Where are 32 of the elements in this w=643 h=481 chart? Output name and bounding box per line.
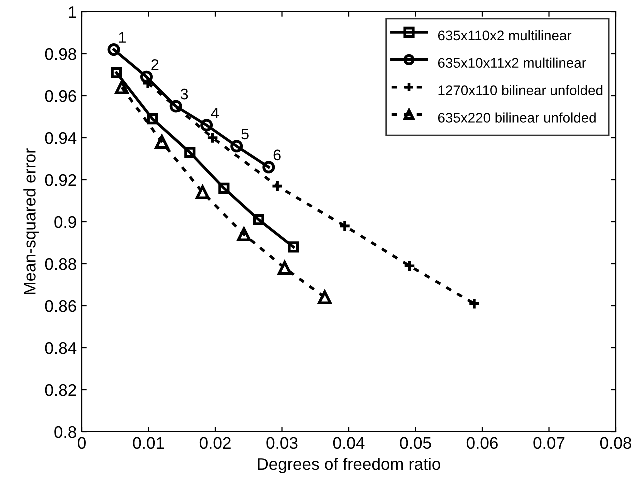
x-tick-label: 0.05 xyxy=(400,437,432,450)
x-tick-label: 0.06 xyxy=(466,437,498,450)
x-tick-label: 0.04 xyxy=(333,437,365,450)
legend-label: 635x110x2 multilinear xyxy=(438,30,572,41)
x-tick-label: 0.03 xyxy=(266,437,298,450)
x-tick-label: 0 xyxy=(78,437,86,450)
legend-label: 1270x110 bilinear unfolded xyxy=(438,85,603,96)
y-tick-label: 0.82 xyxy=(45,384,76,396)
x-axis-title: Degrees of freedom ratio xyxy=(258,458,440,474)
legend-label: 635x10x11x2 multilinear xyxy=(438,58,586,68)
x-tick-label: 0.07 xyxy=(534,437,565,450)
y-tick-label: 0.86 xyxy=(45,300,76,312)
annotation: 6 xyxy=(274,150,281,161)
annotation: 4 xyxy=(211,108,220,118)
y-tick-label: 0.8 xyxy=(54,426,76,438)
y-tick-label: 0.94 xyxy=(45,132,77,144)
x-tick-label: 0.02 xyxy=(200,437,231,450)
y-tick-label: 1 xyxy=(69,6,76,18)
y-tick-label: 0.96 xyxy=(45,90,76,102)
y-axis-title: Mean-squared error xyxy=(24,148,40,294)
x-tick-label: 0.08 xyxy=(600,437,632,450)
annotation: 2 xyxy=(152,59,159,70)
x-tick-label: 0.01 xyxy=(133,437,164,450)
y-tick-label: 0.88 xyxy=(45,258,76,270)
annotation: 3 xyxy=(180,88,188,100)
annotation: 5 xyxy=(242,128,249,140)
legend-label: 635x220 bilinear unfolded xyxy=(438,112,596,123)
y-tick-label: 0.92 xyxy=(45,174,76,186)
y-tick-label: 0.98 xyxy=(45,48,76,60)
y-tick-label: 0.9 xyxy=(54,216,76,228)
y-tick-label: 0.84 xyxy=(45,342,77,354)
annotation: 1 xyxy=(119,32,126,43)
